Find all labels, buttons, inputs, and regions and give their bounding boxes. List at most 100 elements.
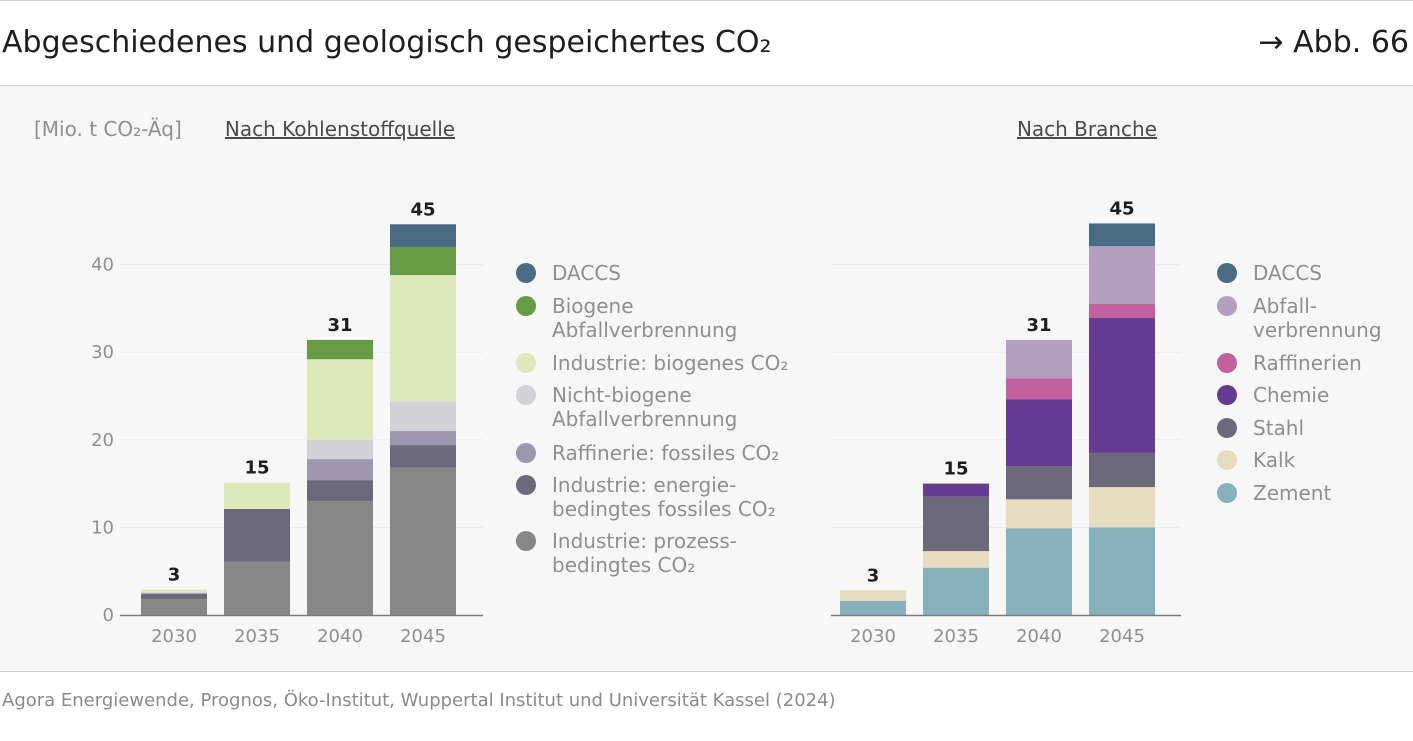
branche-bar-2030-segment-1 — [840, 590, 906, 601]
branche-bar-2040-segment-4 — [1006, 378, 1072, 400]
quelle-x-tick-label-2035: 2035 — [234, 626, 280, 647]
branche-bar-2045-segment-1 — [1089, 487, 1155, 528]
branche-total-label-2030: 3 — [867, 565, 880, 586]
branche-bar-2045-segment-6 — [1089, 223, 1155, 247]
branche-bar-2040-segment-1 — [1006, 499, 1072, 529]
quelle-bar-2045-segment-6 — [390, 224, 456, 248]
quelle-bar-2045-segment-2 — [390, 431, 456, 446]
branche-bar-2035-segment-0 — [923, 567, 989, 615]
y-tick-label: 40 — [91, 255, 114, 276]
branche-bar-2040-segment-2 — [1006, 466, 1072, 500]
figure-title: Abgeschiedenes und geologisch gespeicher… — [2, 25, 772, 60]
quelle-bar-2035-segment-0 — [224, 561, 290, 615]
quelle-total-label-2035: 15 — [244, 458, 269, 479]
branche-legend-swatch-3 — [1217, 385, 1237, 405]
quelle-legend-label-5: bedingtes fossiles CO₂ — [552, 497, 776, 521]
quelle-total-label-2040: 31 — [327, 315, 352, 336]
quelle-bar-2040-segment-1 — [307, 480, 373, 502]
quelle-legend-label-5: Industrie: energie- — [552, 473, 736, 497]
branche-legend-label-1: Abfall- — [1253, 294, 1317, 318]
quelle-legend-swatch-3 — [516, 385, 536, 405]
quelle-bar-2045-segment-5 — [390, 247, 456, 276]
y-tick-label: 10 — [91, 517, 114, 538]
quelle-bar-2040-segment-5 — [307, 339, 373, 360]
y-tick-label: 20 — [91, 430, 114, 451]
quelle-legend-label-1: Biogene — [552, 294, 634, 318]
quelle-legend-label-6: bedingtes CO₂ — [552, 553, 695, 577]
charts-svg: [Mio. t CO₂-Äq] Nach Kohlenstoffquelle N… — [34, 117, 1382, 647]
branche-legend-swatch-6 — [1217, 483, 1237, 503]
branche-legend-label-6: Zement — [1253, 481, 1331, 505]
chart-panel: [Mio. t CO₂-Äq] Nach Kohlenstoffquelle N… — [0, 86, 1413, 672]
quelle-legend-swatch-1 — [516, 296, 536, 316]
quelle-legend-swatch-2 — [516, 353, 536, 373]
quelle-bar-2040-segment-3 — [307, 439, 373, 460]
branche-total-label-2045: 45 — [1109, 198, 1134, 219]
branche-bar-2040-segment-3 — [1006, 399, 1072, 467]
y-tick-label: 0 — [103, 605, 114, 626]
branche-legend-label-5: Kalk — [1253, 448, 1296, 472]
source-note: Agora Energiewende, Prognos, Öko-Institu… — [2, 690, 836, 711]
quelle-bar-2040-segment-4 — [307, 359, 373, 440]
branche-bar-2045-segment-3 — [1089, 318, 1155, 453]
branche-bar-2045-segment-0 — [1089, 527, 1155, 615]
quelle-legend-label-3: Nicht-biogene — [552, 383, 692, 407]
subtitle-branche: Nach Branche — [1017, 117, 1157, 141]
quelle-bar-2030-segment-4 — [141, 589, 207, 593]
quelle-bar-2030-segment-0 — [141, 599, 207, 615]
branche-bar-2035-segment-3 — [923, 483, 989, 497]
branche-legend-label-1: verbrennung — [1253, 318, 1382, 342]
quelle-bar-2030-segment-1 — [141, 593, 207, 600]
branche-bar-2040-segment-0 — [1006, 528, 1072, 615]
quelle-total-label-2030: 3 — [168, 565, 181, 586]
quelle-legend-label-4: Raffinerie: fossiles CO₂ — [552, 441, 779, 465]
quelle-total-label-2045: 45 — [410, 199, 435, 220]
quelle-bar-2035-segment-1 — [224, 509, 290, 562]
branche-legend-label-0: DACCS — [1253, 261, 1322, 285]
branche-bar-2035-segment-1 — [923, 551, 989, 568]
quelle-legend-swatch-0 — [516, 263, 536, 283]
branche-legend-swatch-1 — [1217, 296, 1237, 316]
branche-bar-2045-segment-4 — [1089, 304, 1155, 319]
top-rule — [0, 0, 1413, 1]
quelle-bar-2040-segment-2 — [307, 459, 373, 481]
branche-x-tick-label-2045: 2045 — [1099, 626, 1145, 647]
quelle-bar-2045-segment-0 — [390, 467, 456, 615]
branche-bar-2045-segment-2 — [1089, 452, 1155, 488]
branche-bar-2040-segment-5 — [1006, 339, 1072, 379]
branche-total-label-2035: 15 — [943, 459, 968, 480]
branche-legend-swatch-4 — [1217, 418, 1237, 438]
quelle-bar-2030-segment-2 — [141, 593, 207, 594]
quelle-bar-2030-segment-3 — [141, 592, 207, 594]
branche-total-label-2040: 31 — [1026, 315, 1051, 336]
y-unit-label: [Mio. t CO₂-Äq] — [34, 117, 182, 141]
quelle-legend-label-1: Abfallverbrennung — [552, 318, 737, 342]
quelle-legend-label-3: Abfallverbrennung — [552, 407, 737, 431]
branche-legend-swatch-0 — [1217, 263, 1237, 283]
branche-bar-2030-segment-0 — [840, 600, 906, 615]
branche-legend-label-2: Raffinerien — [1253, 351, 1362, 375]
quelle-x-tick-label-2040: 2040 — [317, 626, 363, 647]
quelle-bar-2045-segment-1 — [390, 445, 456, 468]
branche-legend-swatch-5 — [1217, 450, 1237, 470]
quelle-bar-2035-segment-4 — [224, 482, 290, 510]
branche-x-tick-label-2035: 2035 — [933, 626, 979, 647]
quelle-x-tick-label-2045: 2045 — [400, 626, 446, 647]
branche-bar-2035-segment-2 — [923, 496, 989, 552]
quelle-legend-swatch-4 — [516, 443, 536, 463]
quelle-legend-label-6: Industrie: prozess- — [552, 529, 737, 553]
quelle-legend-label-0: DACCS — [552, 261, 621, 285]
y-tick-label: 30 — [91, 342, 114, 363]
branche-legend-label-4: Stahl — [1253, 416, 1304, 440]
quelle-bar-2045-segment-4 — [390, 275, 456, 402]
branche-legend-label-3: Chemie — [1253, 383, 1329, 407]
quelle-legend-label-2: Industrie: biogenes CO₂ — [552, 351, 788, 375]
quelle-legend-swatch-6 — [516, 531, 536, 551]
figure-reference: → Abb. 66 — [1258, 25, 1409, 60]
figure-header: Abgeschiedenes und geologisch gespeicher… — [0, 1, 1413, 86]
branche-x-tick-label-2030: 2030 — [850, 626, 896, 647]
quelle-x-tick-label-2030: 2030 — [151, 626, 197, 647]
branche-bar-2045-segment-5 — [1089, 246, 1155, 305]
quelle-bar-2040-segment-0 — [307, 501, 373, 615]
quelle-bar-2045-segment-3 — [390, 401, 456, 432]
